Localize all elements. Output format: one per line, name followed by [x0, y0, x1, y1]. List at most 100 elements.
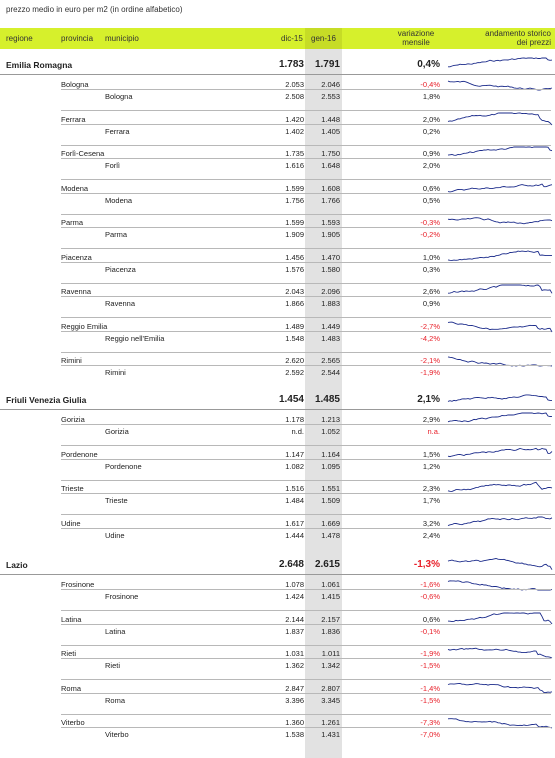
municipality-variazione: -1,5%: [420, 661, 440, 670]
province-row: Rimini 2.620 2.565 -2,1%: [0, 355, 555, 367]
sparkline-path: [447, 112, 553, 125]
province-variazione: 2,3%: [422, 484, 440, 493]
municipality-gen-16: 2.544: [321, 368, 340, 377]
province-dic-15: 2.144: [285, 614, 304, 624]
province-variazione: 0,6%: [422, 183, 440, 193]
sparkline-path: [447, 718, 553, 729]
municipality-variazione: -1,9%: [420, 368, 440, 377]
municipality-row: Udine 1.444 1.478 2,4%: [0, 530, 555, 542]
row-divider: [61, 282, 551, 284]
municipality-row: Roma 3.396 3.345 -1,5%: [0, 695, 555, 707]
sparkline-path: [447, 182, 553, 192]
province-name: Frosinone: [61, 580, 95, 589]
price-trend-sparkline: [447, 112, 553, 125]
row-divider: [61, 330, 551, 332]
region-name: Lazio: [6, 560, 28, 570]
row-divider: [61, 123, 551, 125]
municipality-row: Modena 1.756 1.766 0,5%: [0, 195, 555, 207]
province-dic-15: 1.178: [285, 415, 304, 424]
row-divider: [61, 692, 551, 694]
municipality-row: Pordenone 1.082 1.095 1,2%: [0, 461, 555, 473]
row-divider: [61, 623, 551, 625]
region-dic-15: 1.783: [278, 59, 304, 70]
price-trend-sparkline: [447, 356, 553, 367]
municipality-name: Forlì: [105, 161, 120, 170]
sparkline-path: [447, 682, 553, 693]
province-name: Latina: [61, 614, 82, 624]
sparkline-path: [447, 321, 553, 332]
province-gen-16: 2.096: [321, 287, 340, 296]
row-divider: [61, 296, 551, 297]
municipality-variazione: -7,0%: [420, 730, 440, 739]
province-name: Piacenza: [61, 252, 92, 262]
price-trend-sparkline: [447, 217, 553, 225]
municipality-dic-15: 1.548: [285, 333, 304, 343]
province-variazione: -0,3%: [420, 218, 440, 227]
province-gen-16: 2.046: [321, 80, 340, 89]
region-gen-16: 1.791: [314, 59, 340, 70]
region-name: Friuli Venezia Giulia: [6, 395, 87, 405]
province-variazione: 0,6%: [422, 614, 440, 624]
header-variazione-line1: variazione: [397, 29, 435, 38]
province-row: Pordenone 1.147 1.164 1,5%: [0, 449, 555, 461]
province-row: Reggio Emilia 1.489 1.449 -2,7%: [0, 321, 555, 333]
province-row: Gorizia 1.178 1.213 2,9%: [0, 414, 555, 426]
table-header: regione provincia municipio dic-15 gen-1…: [0, 28, 555, 49]
municipality-gen-16: 1.342: [321, 661, 340, 670]
municipality-name: Udine: [105, 530, 125, 540]
province-gen-16: 2.157: [321, 614, 340, 624]
province-gen-16: 1.593: [321, 218, 340, 227]
sparkline-path: [447, 481, 553, 492]
municipality-name: Ferrara: [105, 126, 130, 136]
price-trend-sparkline: [447, 612, 553, 624]
price-trend-sparkline: [447, 718, 553, 729]
sparkline-path: [447, 356, 553, 367]
sparkline-path: [447, 412, 553, 423]
row-divider: [61, 658, 551, 659]
row-divider: [61, 192, 551, 194]
municipality-gen-16: 1.905: [321, 230, 340, 239]
municipality-dic-15: 1.756: [285, 195, 304, 205]
municipality-name: Ravenna: [105, 299, 136, 308]
province-variazione: 3,2%: [422, 518, 440, 528]
municipality-name: Bologna: [105, 92, 133, 101]
municipality-variazione: -1,5%: [420, 695, 440, 705]
province-name: Reggio Emilia: [61, 321, 108, 331]
sparkline-path: [447, 284, 553, 294]
province-name: Ravenna: [61, 287, 92, 296]
municipality-gen-16: 1.648: [321, 161, 340, 170]
municipality-name: Modena: [105, 195, 133, 205]
municipality-variazione: 1,8%: [422, 92, 440, 101]
row-divider: [61, 527, 551, 529]
municipality-gen-16: 1.883: [321, 299, 340, 308]
province-dic-15: 1.360: [285, 718, 304, 727]
municipality-name: Trieste: [105, 496, 128, 505]
price-trend-sparkline: [447, 558, 553, 570]
row-divider: [61, 589, 551, 590]
sparkline-path: [447, 647, 553, 659]
province-variazione: -7,3%: [420, 718, 440, 727]
price-trend-sparkline: [447, 481, 553, 492]
gen-16-column-highlight: [305, 28, 342, 758]
region-variazione: -1,3%: [413, 559, 440, 570]
region-variazione: 2,1%: [417, 394, 440, 405]
province-name: Rieti: [61, 649, 77, 658]
municipality-gen-16: 1.095: [321, 461, 340, 471]
header-variazione-line2: mensile: [402, 38, 430, 47]
municipality-gen-16: 1.415: [321, 592, 340, 601]
province-row: Trieste 1.516 1.551 2,3%: [0, 483, 555, 495]
municipality-gen-16: 1.483: [321, 333, 340, 343]
province-row: Modena 1.599 1.608 0,6%: [0, 183, 555, 195]
row-divider: [61, 158, 551, 159]
province-dic-15: 1.735: [285, 149, 304, 158]
province-gen-16: 1.551: [321, 484, 340, 493]
province-dic-15: 1.031: [285, 649, 304, 658]
municipality-gen-16: 1.431: [321, 730, 340, 739]
row-divider: [61, 261, 551, 263]
province-gen-16: 1.608: [321, 183, 340, 193]
province-name: Viterbo: [61, 718, 85, 727]
municipality-dic-15: n.d.: [291, 427, 304, 436]
municipality-variazione: 0,9%: [422, 299, 440, 308]
municipality-name: Roma: [105, 695, 126, 705]
header-gen-highlight: [305, 28, 342, 49]
